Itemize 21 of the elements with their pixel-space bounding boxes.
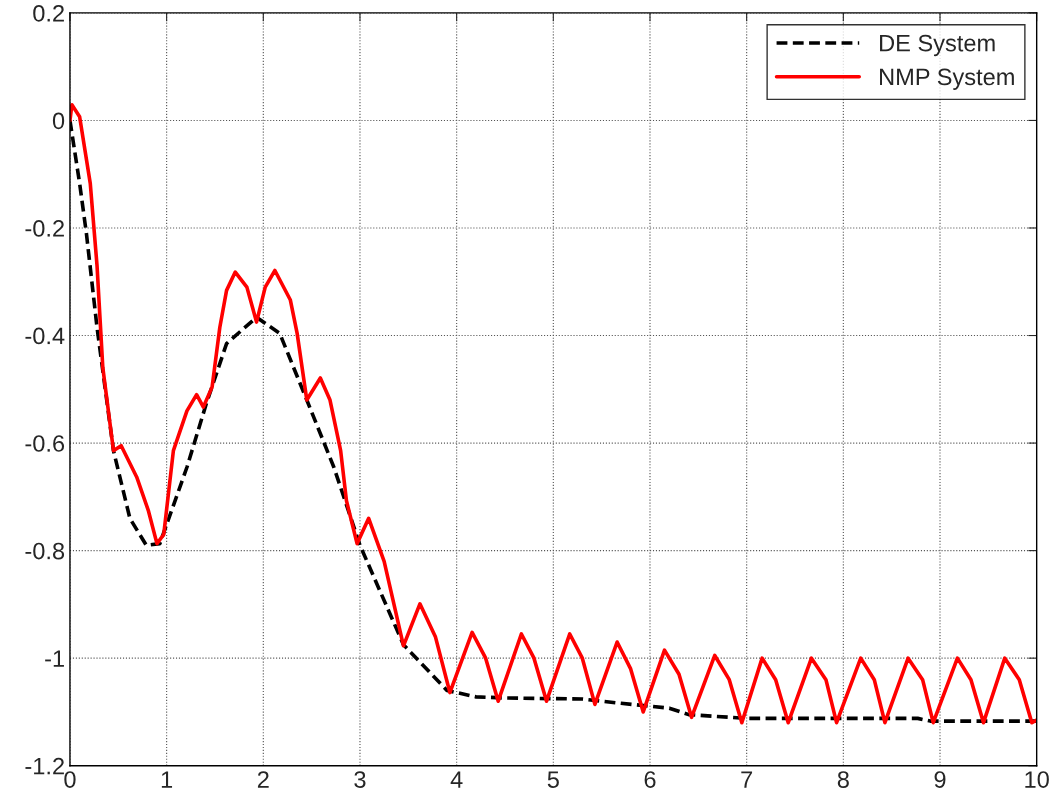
y-tick-label: -0.2 [25, 220, 64, 237]
x-tick-label: 9 [934, 771, 946, 788]
y-tick-label: -1 [45, 650, 64, 667]
legend-label: NMP System [880, 68, 1014, 90]
x-tick-label: 10 [1025, 771, 1049, 788]
x-tick-label: 1 [161, 771, 173, 788]
legend-label: DE System [880, 34, 995, 57]
y-tick-label: 0 [52, 112, 65, 130]
x-tick-label: 7 [741, 771, 753, 788]
y-tick-label: 0.2 [33, 4, 64, 22]
x-tick-label: 4 [450, 771, 463, 788]
x-tick-label: 0 [64, 771, 76, 788]
x-tick-label: 6 [644, 771, 656, 788]
y-tick-label: -0.4 [25, 327, 65, 345]
y-tick-label: -0.6 [25, 435, 65, 452]
x-tick-label: 3 [354, 771, 366, 788]
y-tick-label: -0.8 [25, 542, 65, 560]
x-tick-label: 2 [257, 771, 269, 788]
x-tick-label: 8 [837, 771, 849, 788]
y-tick-label: -1.2 [25, 757, 64, 775]
x-tick-label: 5 [547, 771, 559, 788]
